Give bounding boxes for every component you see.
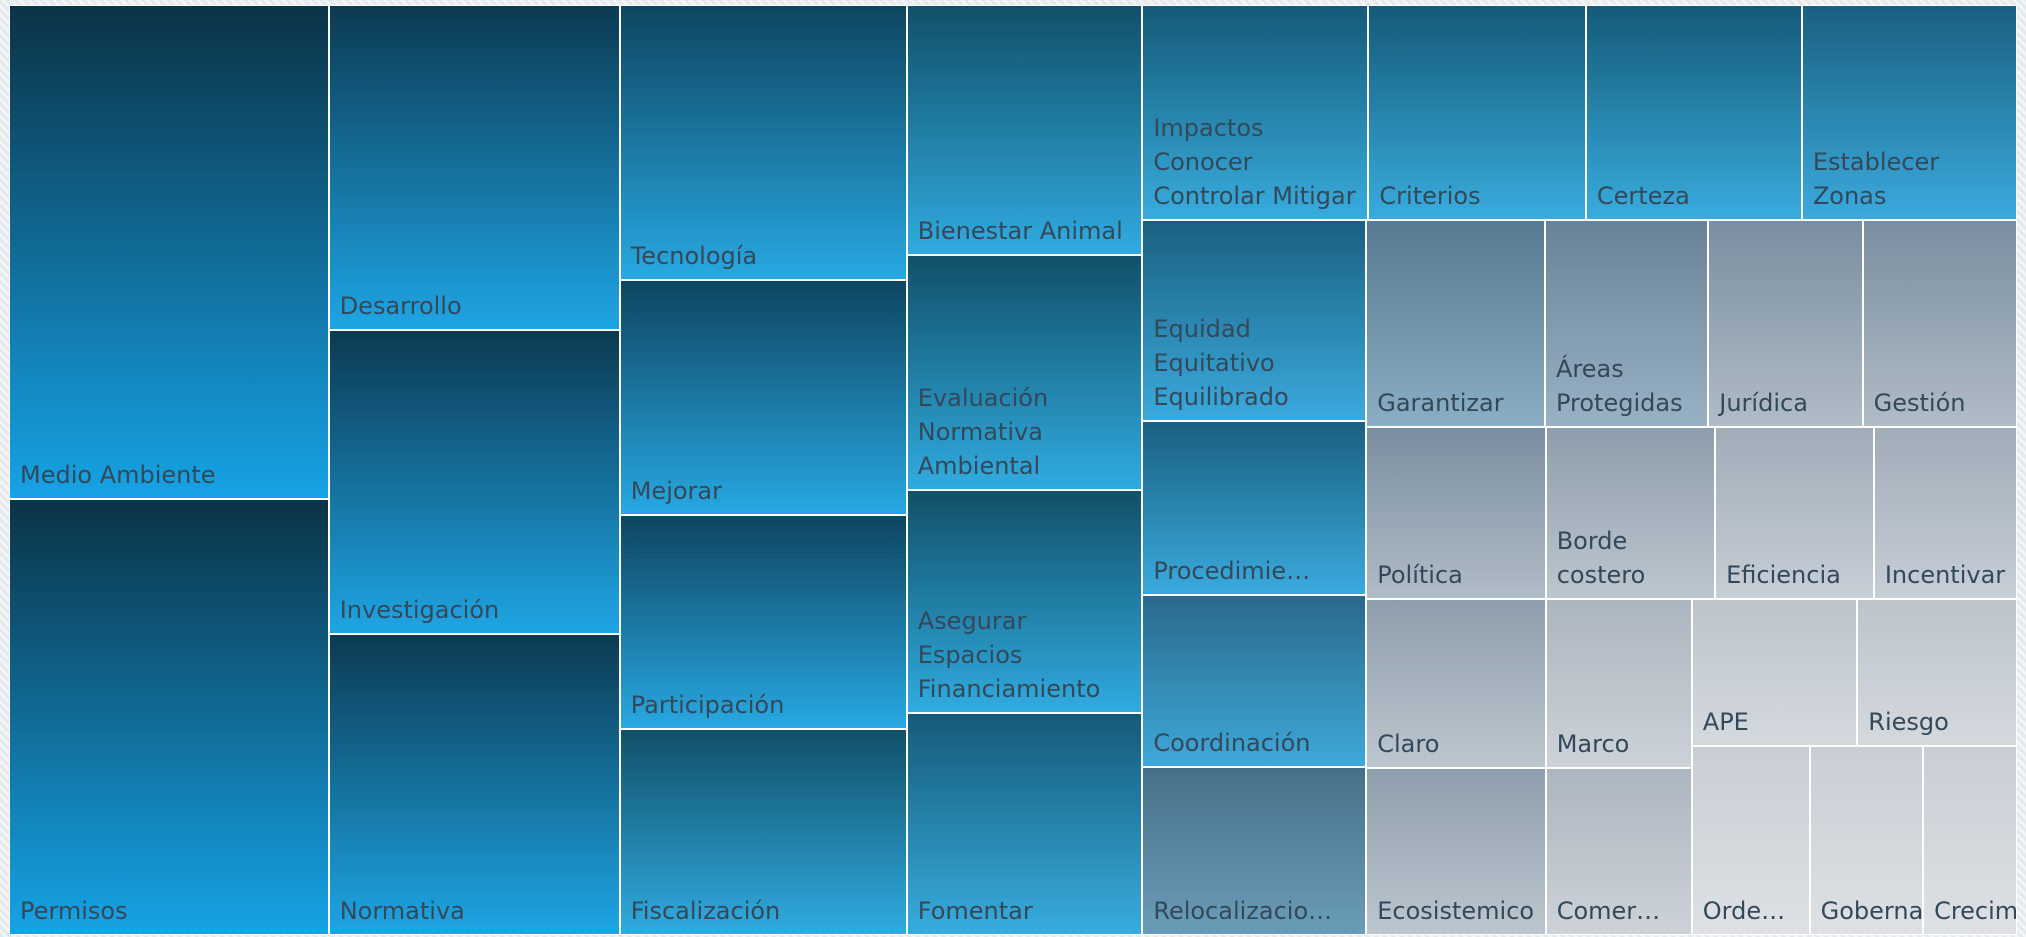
tile: Tecnología <box>619 5 907 280</box>
tile-label: Gestión <box>1873 389 1966 417</box>
tile: Bienestar Animal <box>906 5 1143 256</box>
tile-label: Procedimie… <box>1153 556 1311 585</box>
tile-label: Ecosistemico <box>1377 896 1535 925</box>
tile: Certeza <box>1585 5 1802 221</box>
tile-label: Jurídica <box>1719 389 1808 417</box>
tile: Marco <box>1545 599 1692 769</box>
tile: Jurídica <box>1708 220 1863 427</box>
tile: Participación <box>619 515 907 730</box>
tile-label: Investigación <box>339 595 500 624</box>
tile-label: Establecer Zonas <box>1812 148 1940 211</box>
tile: Eficiencia <box>1715 427 1874 600</box>
tile-label: Certeza <box>1596 182 1690 211</box>
tile-label: APE <box>1702 707 1749 736</box>
tile-label: Tecnología <box>630 241 758 270</box>
tile-label: Incentivar <box>1884 561 2006 590</box>
tile: Fomentar <box>906 713 1143 935</box>
tile: Normativa <box>328 633 620 935</box>
tile-label: Impactos Conocer Controlar Mitigar <box>1153 114 1356 211</box>
tile: APE <box>1691 599 1858 746</box>
tile: Impactos Conocer Controlar Mitigar <box>1142 5 1369 221</box>
tile-label: Áreas Protegidas <box>1555 355 1683 417</box>
tile: Criterios <box>1368 5 1586 221</box>
tile: Borde costero <box>1545 427 1716 600</box>
tile: Asegurar Espacios Financiamiento <box>906 489 1143 714</box>
tile-label: Participación <box>630 691 785 720</box>
tile: Gobernanza <box>1809 745 1924 935</box>
tile: Establecer Zonas <box>1801 5 2017 221</box>
tile: Garantizar <box>1366 220 1545 427</box>
tile-label: Asegurar Espacios Financiamiento <box>917 607 1101 704</box>
tile-label: Evaluación Normativa Ambiental <box>917 383 1049 480</box>
tile: Política <box>1366 427 1546 600</box>
tile: Investigación <box>328 330 620 634</box>
tile-label: Riesgo <box>1868 707 1949 736</box>
tile-label: Mejorar <box>630 477 722 506</box>
tile: Gestión <box>1862 220 2017 427</box>
tile-label: Desarrollo <box>339 292 462 321</box>
tile: Mejorar <box>619 279 907 516</box>
tile: Crecimiento <box>1923 745 2017 935</box>
tile: Áreas Protegidas <box>1544 220 1709 427</box>
tile: Orde… <box>1691 745 1810 935</box>
tile: Incentivar <box>1873 427 2017 600</box>
tile: Claro <box>1366 599 1546 768</box>
tile: Coordinación <box>1142 594 1367 768</box>
tile-label: Equidad Equitativo Equilibrado <box>1153 315 1289 412</box>
tile-label: Permisos <box>20 896 128 925</box>
tile-label: Orde… <box>1702 896 1786 925</box>
tile: Comer… <box>1545 768 1692 935</box>
tile-label: Normativa <box>339 896 465 925</box>
tile-label: Fomentar <box>917 896 1033 925</box>
tile: Riesgo <box>1857 599 2017 746</box>
tile: Desarrollo <box>328 5 620 331</box>
tile: Relocalizacio… <box>1142 767 1367 935</box>
tile-label: Criterios <box>1379 182 1481 211</box>
tile-label: Fiscalización <box>630 896 781 925</box>
tile-label: Relocalizacio… <box>1153 896 1333 925</box>
tile-label: Claro <box>1377 729 1440 758</box>
tile: Fiscalización <box>619 729 907 935</box>
tile-label: Comer… <box>1556 896 1661 925</box>
tile-label: Crecimiento <box>1934 896 2017 925</box>
tile-label: Bienestar Animal <box>917 217 1123 246</box>
tile: Permisos <box>9 498 329 935</box>
tile: Evaluación Normativa Ambiental <box>906 255 1143 490</box>
tile-label: Política <box>1377 561 1463 590</box>
tile-label: Marco <box>1556 730 1630 759</box>
tile-label: Gobernanza <box>1820 896 1924 925</box>
tile-label: Borde costero <box>1556 527 1646 590</box>
tile-label: Medio Ambiente <box>20 460 216 489</box>
tile: Procedimie… <box>1142 421 1367 595</box>
tile-label: Garantizar <box>1377 389 1504 417</box>
tile: Equidad Equitativo Equilibrado <box>1142 220 1367 422</box>
tile: Medio Ambiente <box>9 5 329 499</box>
tile-label: Eficiencia <box>1726 561 1841 590</box>
tile-label: Coordinación <box>1153 729 1311 758</box>
tile: Ecosistemico <box>1366 767 1546 935</box>
